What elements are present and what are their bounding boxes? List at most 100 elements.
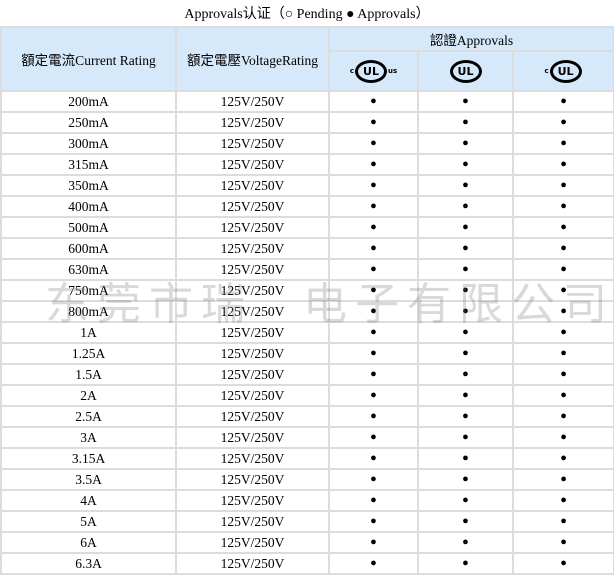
approval-status-cell: ● (417, 510, 514, 533)
table-row: 1A 125V/250V ● ● ● (0, 321, 614, 344)
voltage-cell: 125V/250V (175, 510, 330, 533)
current-cell: 3A (0, 426, 177, 449)
approval-status-cell: ● (511, 237, 614, 260)
voltage-cell: 125V/250V (175, 195, 330, 218)
voltage-cell: 125V/250V (175, 237, 330, 260)
approval-status-cell: ● (511, 468, 614, 491)
voltage-cell: 125V/250V (175, 321, 330, 344)
approval-status-cell: ● (511, 195, 614, 218)
voltage-cell: 125V/250V (175, 531, 330, 554)
table-row: 500mA 125V/250V ● ● ● (0, 216, 614, 239)
table-row: 600mA 125V/250V ● ● ● (0, 237, 614, 260)
c-ul-listed-icon: c UL (543, 59, 583, 83)
approval-status-cell: ● (417, 363, 514, 386)
table-row: 1.25A 125V/250V ● ● ● (0, 342, 614, 365)
approval-status-cell: ● (511, 174, 614, 197)
current-cell: 1.5A (0, 363, 177, 386)
current-cell: 250mA (0, 111, 177, 134)
approval-status-cell: ● (511, 342, 614, 365)
approval-status-cell: ● (328, 300, 419, 323)
header-voltage-rating: 額定電壓VoltageRating (175, 26, 330, 92)
approval-status-cell: ● (328, 468, 419, 491)
approval-status-cell: ● (328, 153, 419, 176)
approval-status-cell: ● (328, 489, 419, 512)
voltage-cell: 125V/250V (175, 363, 330, 386)
table-row: 3.15A 125V/250V ● ● ● (0, 447, 614, 470)
table-row: 800mA 125V/250V ● ● ● (0, 300, 614, 323)
current-cell: 500mA (0, 216, 177, 239)
table-row: 2A 125V/250V ● ● ● (0, 384, 614, 407)
current-cell: 3.15A (0, 447, 177, 470)
current-cell: 2.5A (0, 405, 177, 428)
approval-status-cell: ● (328, 321, 419, 344)
approval-status-cell: ● (328, 342, 419, 365)
voltage-cell: 125V/250V (175, 447, 330, 470)
current-cell: 400mA (0, 195, 177, 218)
approval-status-cell: ● (511, 300, 614, 323)
table-row: 750mA 125V/250V ● ● ● (0, 279, 614, 302)
current-cell: 350mA (0, 174, 177, 197)
approval-status-cell: ● (417, 300, 514, 323)
table-row: 315mA 125V/250V ● ● ● (0, 153, 614, 176)
approval-status-cell: ● (417, 195, 514, 218)
approval-status-cell: ● (511, 258, 614, 281)
approval-status-cell: ● (417, 279, 514, 302)
current-cell: 6.3A (0, 552, 177, 575)
approval-status-cell: ● (328, 447, 419, 470)
approval-status-cell: ● (417, 426, 514, 449)
approval-status-cell: ● (328, 216, 419, 239)
approval-status-cell: ● (328, 195, 419, 218)
voltage-cell: 125V/250V (175, 468, 330, 491)
current-cell: 600mA (0, 237, 177, 260)
voltage-cell: 125V/250V (175, 489, 330, 512)
approval-status-cell: ● (417, 489, 514, 512)
approval-status-cell: ● (511, 132, 614, 155)
table-row: 400mA 125V/250V ● ● ● (0, 195, 614, 218)
approval-status-cell: ● (328, 552, 419, 575)
voltage-cell: 125V/250V (175, 384, 330, 407)
approval-status-cell: ● (511, 552, 614, 575)
voltage-cell: 125V/250V (175, 342, 330, 365)
current-cell: 300mA (0, 132, 177, 155)
approval-status-cell: ● (417, 174, 514, 197)
approval-status-cell: ● (328, 237, 419, 260)
approval-status-cell: ● (511, 216, 614, 239)
approval-status-cell: ● (328, 384, 419, 407)
current-cell: 800mA (0, 300, 177, 323)
approval-status-cell: ● (328, 132, 419, 155)
approval-status-cell: ● (328, 426, 419, 449)
table-row: 2.5A 125V/250V ● ● ● (0, 405, 614, 428)
current-cell: 4A (0, 489, 177, 512)
table-row: 4A 125V/250V ● ● ● (0, 489, 614, 512)
approval-status-cell: ● (417, 531, 514, 554)
voltage-cell: 125V/250V (175, 153, 330, 176)
current-cell: 6A (0, 531, 177, 554)
approval-status-cell: ● (417, 258, 514, 281)
approval-status-cell: ● (328, 90, 419, 113)
approval-status-cell: ● (511, 489, 614, 512)
voltage-cell: 125V/250V (175, 258, 330, 281)
approval-status-cell: ● (417, 447, 514, 470)
approval-status-cell: ● (511, 153, 614, 176)
current-cell: 750mA (0, 279, 177, 302)
ul-listed-icon: UL (448, 59, 484, 83)
approval-status-cell: ● (328, 279, 419, 302)
approval-status-cell: ● (511, 510, 614, 533)
approval-status-cell: ● (417, 237, 514, 260)
table-row: 3A 125V/250V ● ● ● (0, 426, 614, 449)
approval-status-cell: ● (511, 111, 614, 134)
current-cell: 1.25A (0, 342, 177, 365)
table-row: 5A 125V/250V ● ● ● (0, 510, 614, 533)
approval-status-cell: ● (328, 363, 419, 386)
approval-status-cell: ● (417, 132, 514, 155)
approval-status-cell: ● (511, 279, 614, 302)
current-cell: 3.5A (0, 468, 177, 491)
approval-status-cell: ● (328, 405, 419, 428)
approval-status-cell: ● (511, 90, 614, 113)
approval-status-cell: ● (328, 258, 419, 281)
approval-status-cell: ● (417, 321, 514, 344)
approval-status-cell: ● (511, 405, 614, 428)
table-row: 6A 125V/250V ● ● ● (0, 531, 614, 554)
header-current-rating: 額定電流Current Rating (0, 26, 177, 92)
current-cell: 1A (0, 321, 177, 344)
